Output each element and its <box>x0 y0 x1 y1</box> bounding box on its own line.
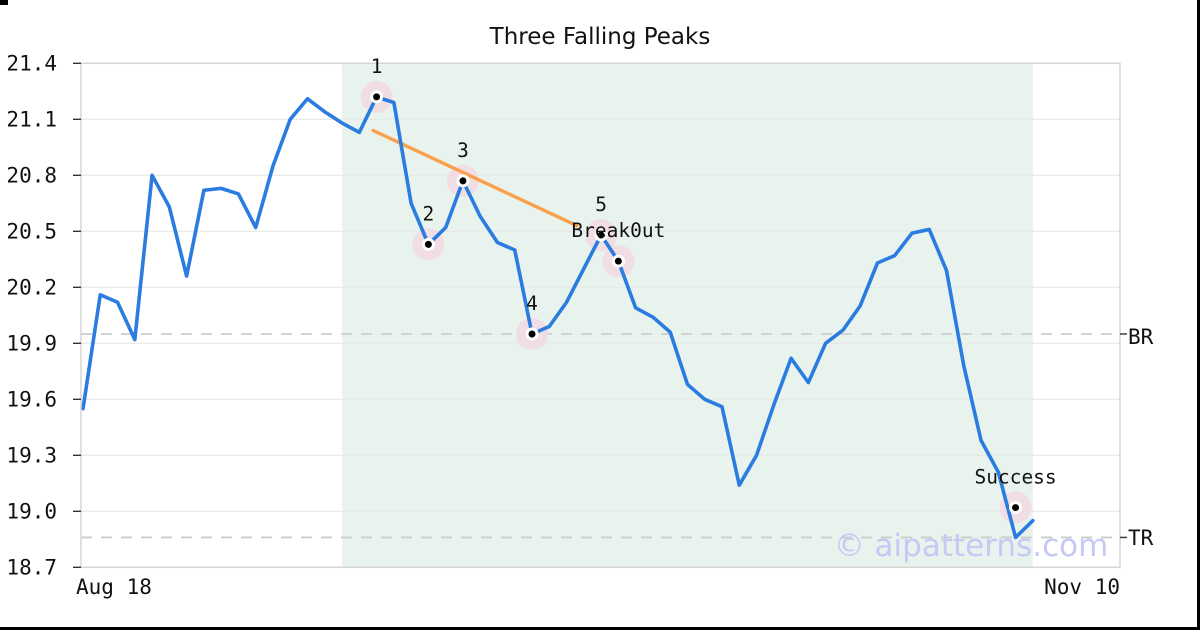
marker-label-3: 3 <box>457 139 469 162</box>
marker-dot-3 <box>456 174 470 188</box>
screenshot-right-border <box>1197 0 1200 630</box>
y-tick-label: 20.8 <box>6 163 57 187</box>
x-tick-label-end-date: Nov 10 <box>1044 575 1120 599</box>
y-tick-label: 21.1 <box>6 107 57 131</box>
screenshot-bottom-border <box>0 627 1200 630</box>
pattern-window-shade <box>342 64 1033 567</box>
marker-label-break0ut: Break0ut <box>571 219 665 242</box>
price-line <box>81 95 1035 540</box>
screenshot-corner-artifact <box>0 0 8 5</box>
watermark: © aipatterns.com <box>834 528 1109 564</box>
marker-dot-break0ut <box>611 254 625 268</box>
marker-label-4: 4 <box>526 292 538 315</box>
plot-frame <box>80 62 1121 569</box>
marker-dot-2 <box>421 237 435 251</box>
y-tick-label: 19.0 <box>6 499 57 523</box>
y-tick-label: 20.2 <box>6 275 57 299</box>
marker-dot-5 <box>594 228 608 242</box>
marker-label-2: 2 <box>423 202 435 225</box>
y-tick-label: 19.9 <box>6 331 57 355</box>
y-tick-label: 18.7 <box>6 555 57 579</box>
marker-label-success: Success <box>974 466 1056 489</box>
y-tick-label: 20.5 <box>6 219 57 243</box>
y-tick-label: 21.4 <box>6 51 57 75</box>
y-tick-label: 19.6 <box>6 387 57 411</box>
chart-title: Three Falling Peaks <box>489 24 711 50</box>
x-tick-label-start-date: Aug 18 <box>76 575 152 599</box>
y-tick-label: 19.3 <box>6 443 57 467</box>
marker-label-1: 1 <box>371 55 383 78</box>
marker-label-5: 5 <box>595 193 607 216</box>
right-axis-label-tr: TR <box>1128 526 1154 550</box>
right-axis-label-br: BR <box>1128 325 1154 349</box>
marker-dot-success <box>1009 501 1023 515</box>
falling-peaks-trendline <box>371 128 579 228</box>
marker-dot-1 <box>370 90 384 104</box>
marker-dot-4 <box>525 327 539 341</box>
